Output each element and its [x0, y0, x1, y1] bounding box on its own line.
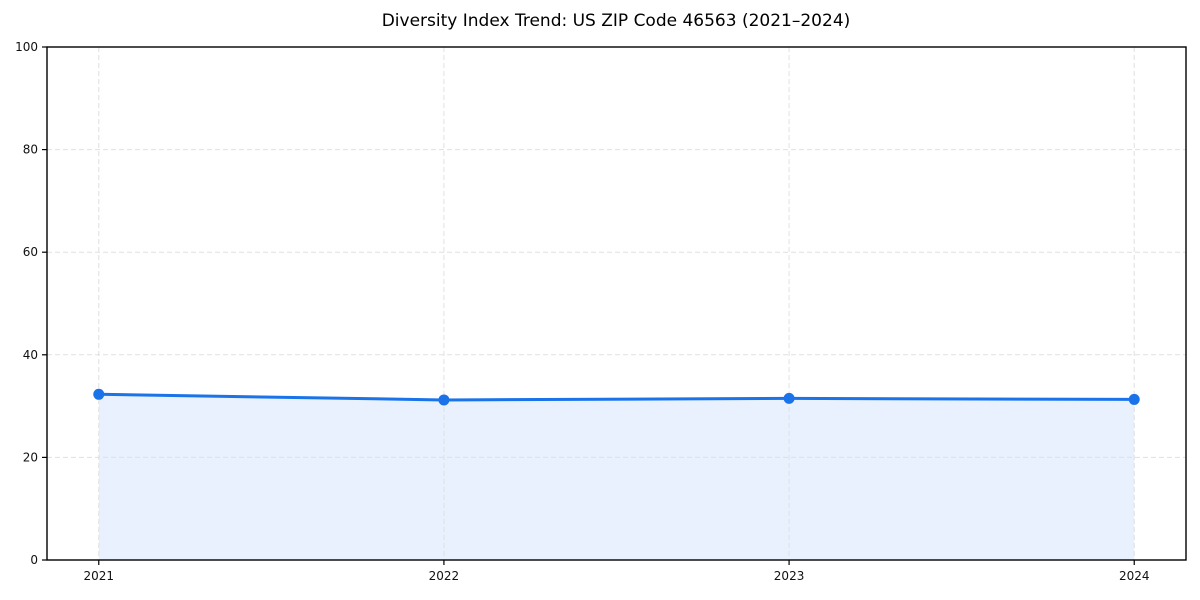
data-point-marker: [783, 392, 795, 404]
data-point-marker: [93, 388, 105, 400]
series-line: [97, 392, 1136, 402]
x-axis-tick-label: 2022: [429, 569, 460, 583]
y-axis-tick-label: 60: [23, 245, 38, 259]
x-axis-tick-label: 2021: [83, 569, 114, 583]
data-point-marker: [438, 394, 450, 406]
y-axis-tick-label: 20: [23, 450, 38, 464]
data-point-marker: [1128, 393, 1140, 405]
y-axis-tick-label: 80: [23, 143, 38, 157]
x-axis-tick-label: 2023: [774, 569, 805, 583]
chart-title: Diversity Index Trend: US ZIP Code 46563…: [382, 11, 851, 31]
plot-area: 0 20 40 60 80 100 2021 2022 2023 2024: [15, 40, 1187, 583]
y-axis-tick-label: 40: [23, 348, 38, 362]
series-area-fill: [98, 394, 1135, 560]
plot-frame: [46, 46, 1187, 561]
y-axis-tick-label: 100: [15, 40, 38, 54]
x-axis-tick-label: 2024: [1119, 569, 1150, 583]
y-axis-tick-label: 0: [30, 553, 38, 567]
